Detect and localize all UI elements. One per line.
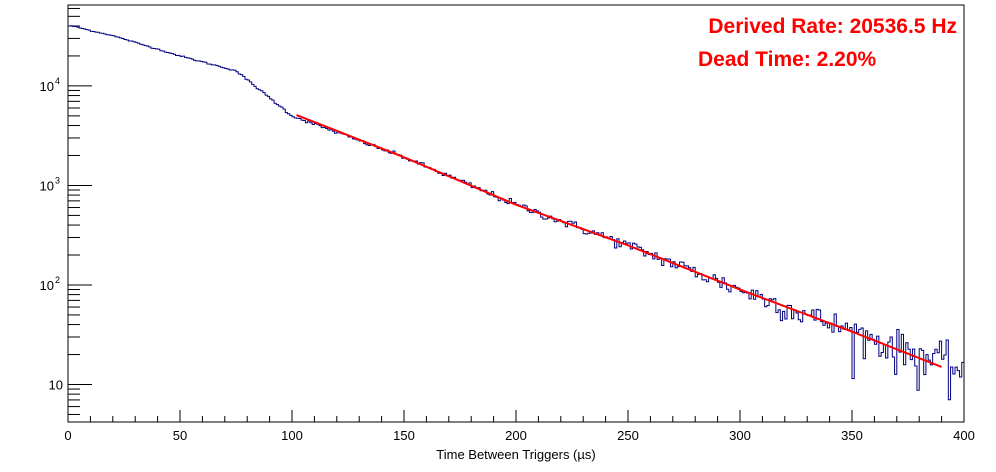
y-tick-exponent: 4	[55, 76, 60, 86]
y-tick-label: 10	[49, 378, 63, 393]
derived-rate-annotation: Derived Rate: 20536.5 Hz	[708, 15, 957, 38]
y-tick-label: 10	[40, 178, 54, 193]
x-tick-label: 300	[729, 428, 751, 443]
x-tick-labels: 0 50 100 150 200 250 300 350 400	[64, 428, 974, 443]
x-tick-label: 150	[393, 428, 415, 443]
y-tick-exponent: 3	[55, 175, 60, 185]
x-tick-label: 200	[505, 428, 527, 443]
histogram-series	[68, 25, 964, 401]
fit-curve	[296, 114, 942, 368]
plot-frame	[67, 4, 965, 423]
x-tick-label: 100	[281, 428, 303, 443]
x-tick-label: 350	[841, 428, 863, 443]
x-tick-label: 250	[617, 428, 639, 443]
x-tick-label: 50	[173, 428, 187, 443]
y-tick-label: 10	[40, 79, 54, 94]
x-tick-label: 400	[953, 428, 975, 443]
x-axis-title: Time Between Triggers (µs)	[436, 447, 595, 462]
dead-time-annotation: Dead Time: 2.20%	[698, 48, 877, 71]
major-ticks	[67, 85, 965, 422]
y-tick-exponent: 2	[55, 275, 60, 285]
y-tick-label: 10	[40, 278, 54, 293]
x-tick-label: 0	[64, 428, 71, 443]
